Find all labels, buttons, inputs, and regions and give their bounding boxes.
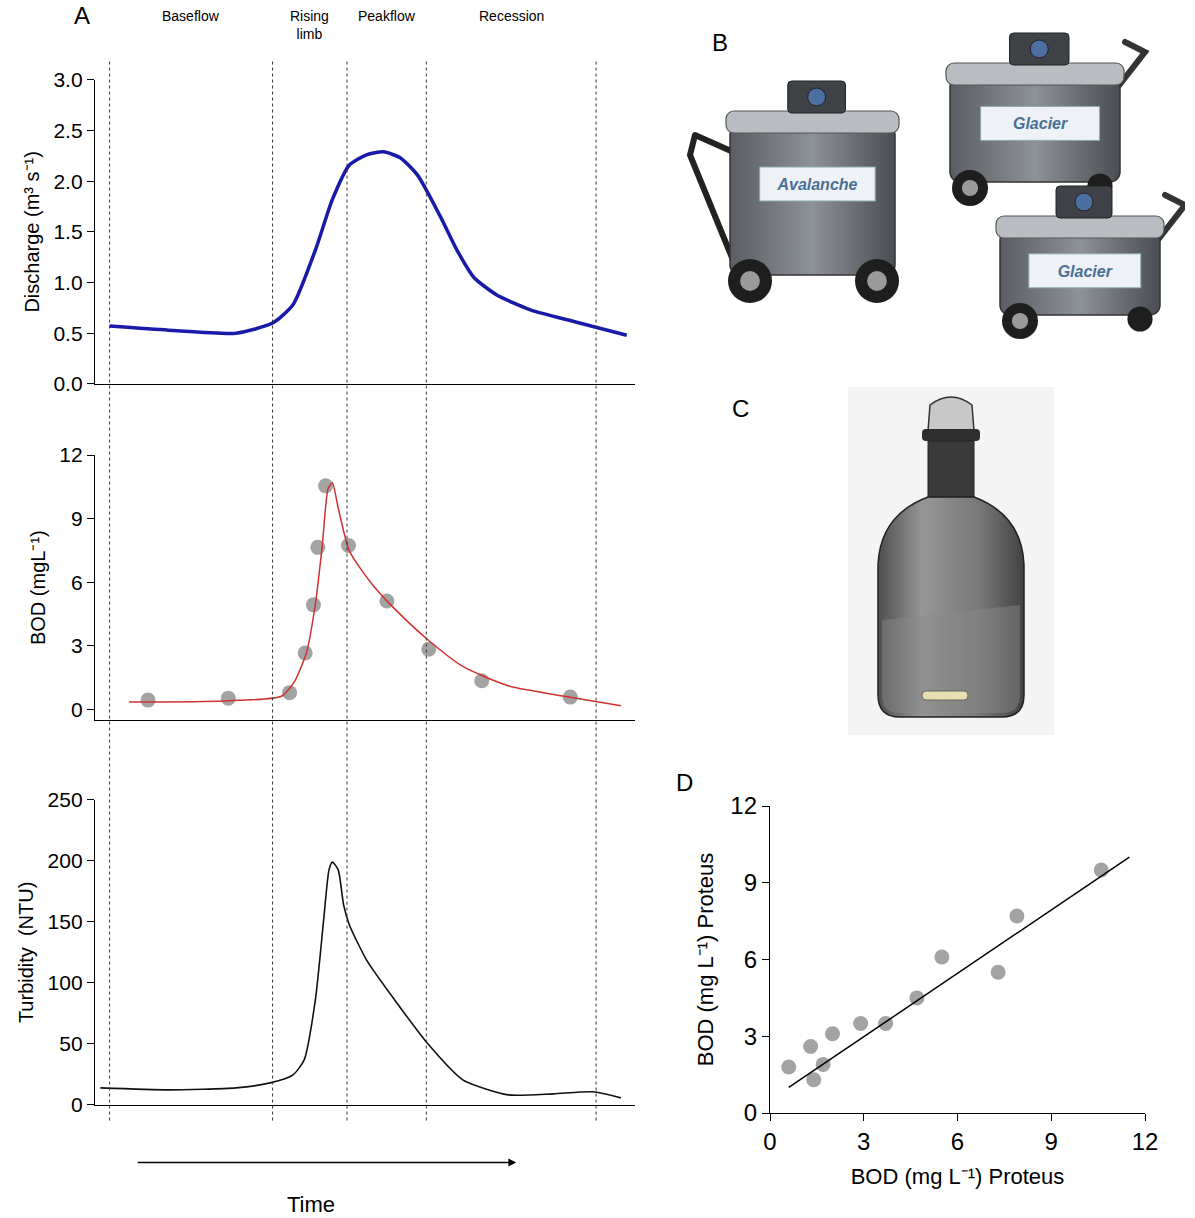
svg-text:Discharge (m³ s⁻¹): Discharge (m³ s⁻¹) (21, 151, 43, 312)
svg-text:9: 9 (71, 507, 83, 530)
svg-text:12: 12 (1132, 1128, 1159, 1155)
svg-text:Time: Time (287, 1192, 335, 1217)
svg-text:Glacier: Glacier (1013, 115, 1068, 132)
svg-text:9: 9 (1045, 1128, 1058, 1155)
svg-text:0: 0 (71, 698, 83, 721)
svg-text:12: 12 (59, 443, 82, 466)
svg-text:BOD (mg L⁻¹) Proteus: BOD (mg L⁻¹) Proteus (851, 1164, 1065, 1189)
svg-text:Baseflow: Baseflow (162, 8, 220, 24)
svg-text:B: B (712, 29, 728, 56)
svg-text:2.0: 2.0 (53, 170, 82, 193)
svg-text:0: 0 (763, 1128, 776, 1155)
svg-text:0: 0 (71, 1093, 83, 1116)
svg-text:Risinglimb: Risinglimb (290, 8, 329, 42)
svg-text:1.0: 1.0 (53, 271, 82, 294)
svg-text:Turbidity (NTU): Turbidity (NTU) (15, 882, 37, 1023)
svg-text:9: 9 (744, 869, 757, 896)
svg-text:3: 3 (71, 634, 83, 657)
svg-text:0.5: 0.5 (53, 322, 82, 345)
svg-text:12: 12 (730, 792, 757, 819)
svg-text:6: 6 (744, 946, 757, 973)
svg-text:Avalanche: Avalanche (776, 176, 857, 193)
svg-text:0: 0 (744, 1099, 757, 1126)
svg-text:C: C (732, 395, 749, 422)
svg-text:Glacier: Glacier (1058, 263, 1113, 280)
svg-text:A: A (74, 2, 90, 29)
svg-text:100: 100 (48, 971, 83, 994)
svg-text:Recession: Recession (479, 8, 544, 24)
svg-text:0.0: 0.0 (53, 372, 82, 395)
svg-text:Peakflow: Peakflow (358, 8, 416, 24)
svg-text:6: 6 (951, 1128, 964, 1155)
svg-text:D: D (676, 769, 693, 796)
svg-text:BOD (mgL⁻¹): BOD (mgL⁻¹) (27, 530, 49, 645)
svg-text:BOD (mg L⁻¹) Proteus: BOD (mg L⁻¹) Proteus (693, 853, 718, 1067)
svg-text:3: 3 (744, 1023, 757, 1050)
svg-text:1.5: 1.5 (53, 220, 82, 243)
svg-text:50: 50 (59, 1032, 82, 1055)
svg-text:3: 3 (857, 1128, 870, 1155)
svg-text:2.5: 2.5 (53, 119, 82, 142)
svg-text:6: 6 (71, 571, 83, 594)
svg-text:250: 250 (48, 788, 83, 811)
svg-text:3.0: 3.0 (53, 68, 82, 91)
svg-text:200: 200 (48, 849, 83, 872)
svg-text:150: 150 (48, 910, 83, 933)
